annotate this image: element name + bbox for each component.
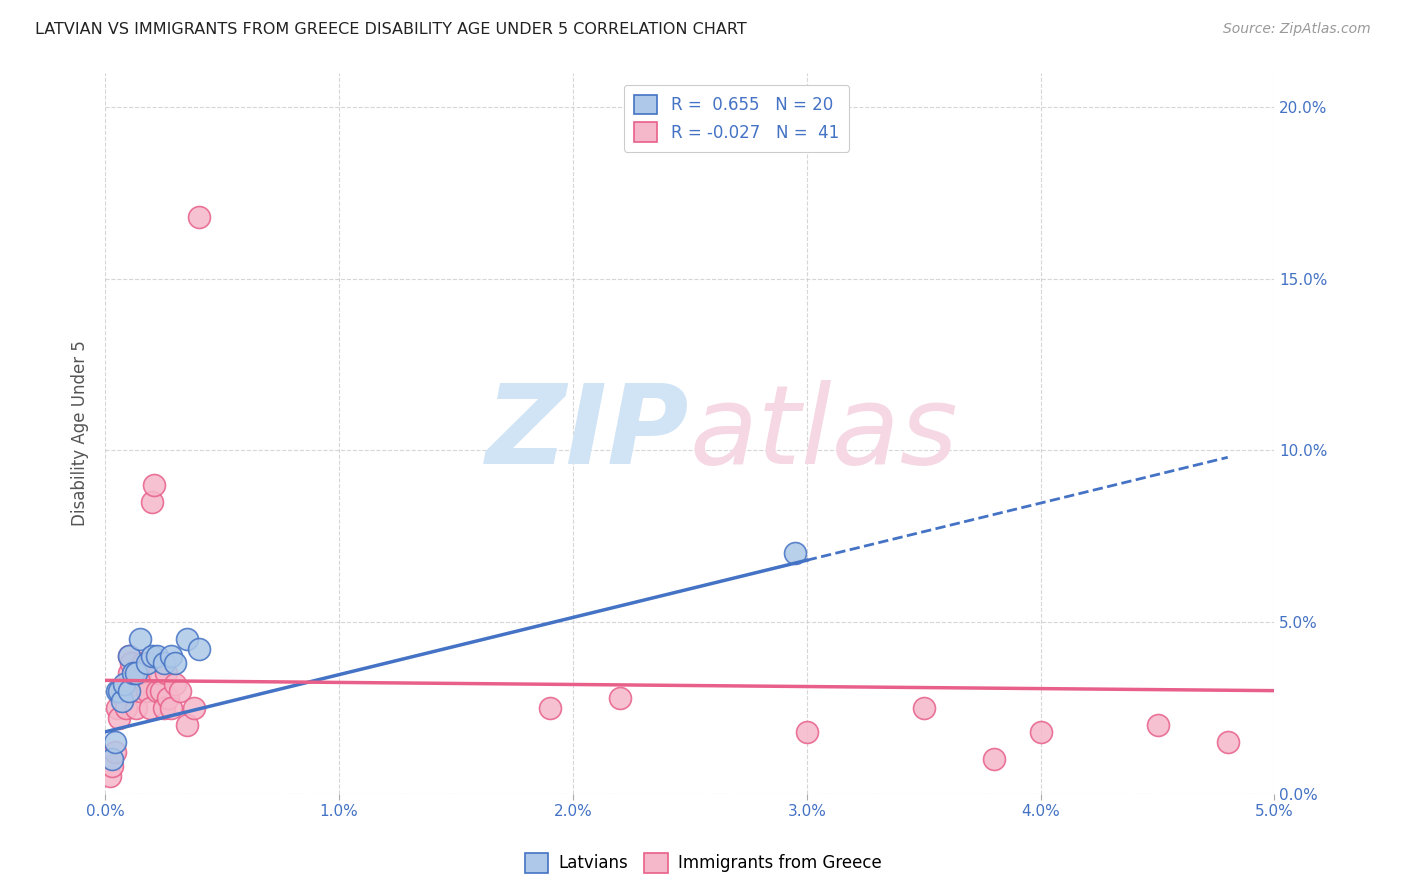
Point xyxy=(136,683,159,698)
Point xyxy=(176,632,198,647)
Point xyxy=(105,683,128,698)
Point xyxy=(1146,718,1168,732)
Point xyxy=(124,666,146,681)
Point xyxy=(145,683,167,698)
Point xyxy=(159,649,181,664)
Point xyxy=(912,701,935,715)
Point xyxy=(117,649,139,664)
Point xyxy=(98,769,121,783)
Text: atlas: atlas xyxy=(690,380,959,487)
Point xyxy=(122,683,145,698)
Point xyxy=(117,649,139,664)
Point xyxy=(103,746,125,760)
Text: LATVIAN VS IMMIGRANTS FROM GREECE DISABILITY AGE UNDER 5 CORRELATION CHART: LATVIAN VS IMMIGRANTS FROM GREECE DISABI… xyxy=(35,22,747,37)
Point xyxy=(176,718,198,732)
Point xyxy=(152,657,174,671)
Point xyxy=(159,701,181,715)
Point xyxy=(143,477,166,491)
Point xyxy=(124,701,146,715)
Point xyxy=(1029,724,1052,739)
Point xyxy=(183,701,205,715)
Point xyxy=(129,666,152,681)
Point xyxy=(141,495,163,509)
Point xyxy=(983,752,1005,766)
Point xyxy=(131,657,153,671)
Point xyxy=(609,690,631,705)
Point xyxy=(796,724,818,739)
Point xyxy=(145,649,167,664)
Point xyxy=(112,677,135,691)
Point xyxy=(117,666,139,681)
Y-axis label: Disability Age Under 5: Disability Age Under 5 xyxy=(72,341,89,526)
Point xyxy=(108,683,131,698)
Point xyxy=(1216,735,1239,749)
Point xyxy=(127,677,149,691)
Text: Source: ZipAtlas.com: Source: ZipAtlas.com xyxy=(1223,22,1371,37)
Point xyxy=(115,701,138,715)
Point xyxy=(150,683,173,698)
Point xyxy=(110,683,132,698)
Point xyxy=(105,701,128,715)
Point xyxy=(103,735,125,749)
Text: ZIP: ZIP xyxy=(486,380,690,487)
Point xyxy=(138,701,160,715)
Point xyxy=(108,711,131,725)
Point xyxy=(141,649,163,664)
Point xyxy=(165,657,187,671)
Point xyxy=(148,666,170,681)
Point xyxy=(110,694,132,708)
Point xyxy=(129,683,152,698)
Point xyxy=(112,690,135,705)
Point xyxy=(122,666,145,681)
Point xyxy=(155,666,177,681)
Point xyxy=(538,701,561,715)
Point xyxy=(187,642,209,657)
Point xyxy=(187,210,209,224)
Point xyxy=(117,683,139,698)
Point xyxy=(101,759,124,773)
Legend: R =  0.655   N = 20, R = -0.027   N =  41: R = 0.655 N = 20, R = -0.027 N = 41 xyxy=(624,85,849,152)
Point xyxy=(129,632,152,647)
Point xyxy=(783,546,806,560)
Legend: Latvians, Immigrants from Greece: Latvians, Immigrants from Greece xyxy=(517,847,889,880)
Point xyxy=(120,657,142,671)
Point xyxy=(169,683,191,698)
Point xyxy=(136,657,159,671)
Point xyxy=(157,690,180,705)
Point xyxy=(165,677,187,691)
Point xyxy=(152,701,174,715)
Point xyxy=(101,752,124,766)
